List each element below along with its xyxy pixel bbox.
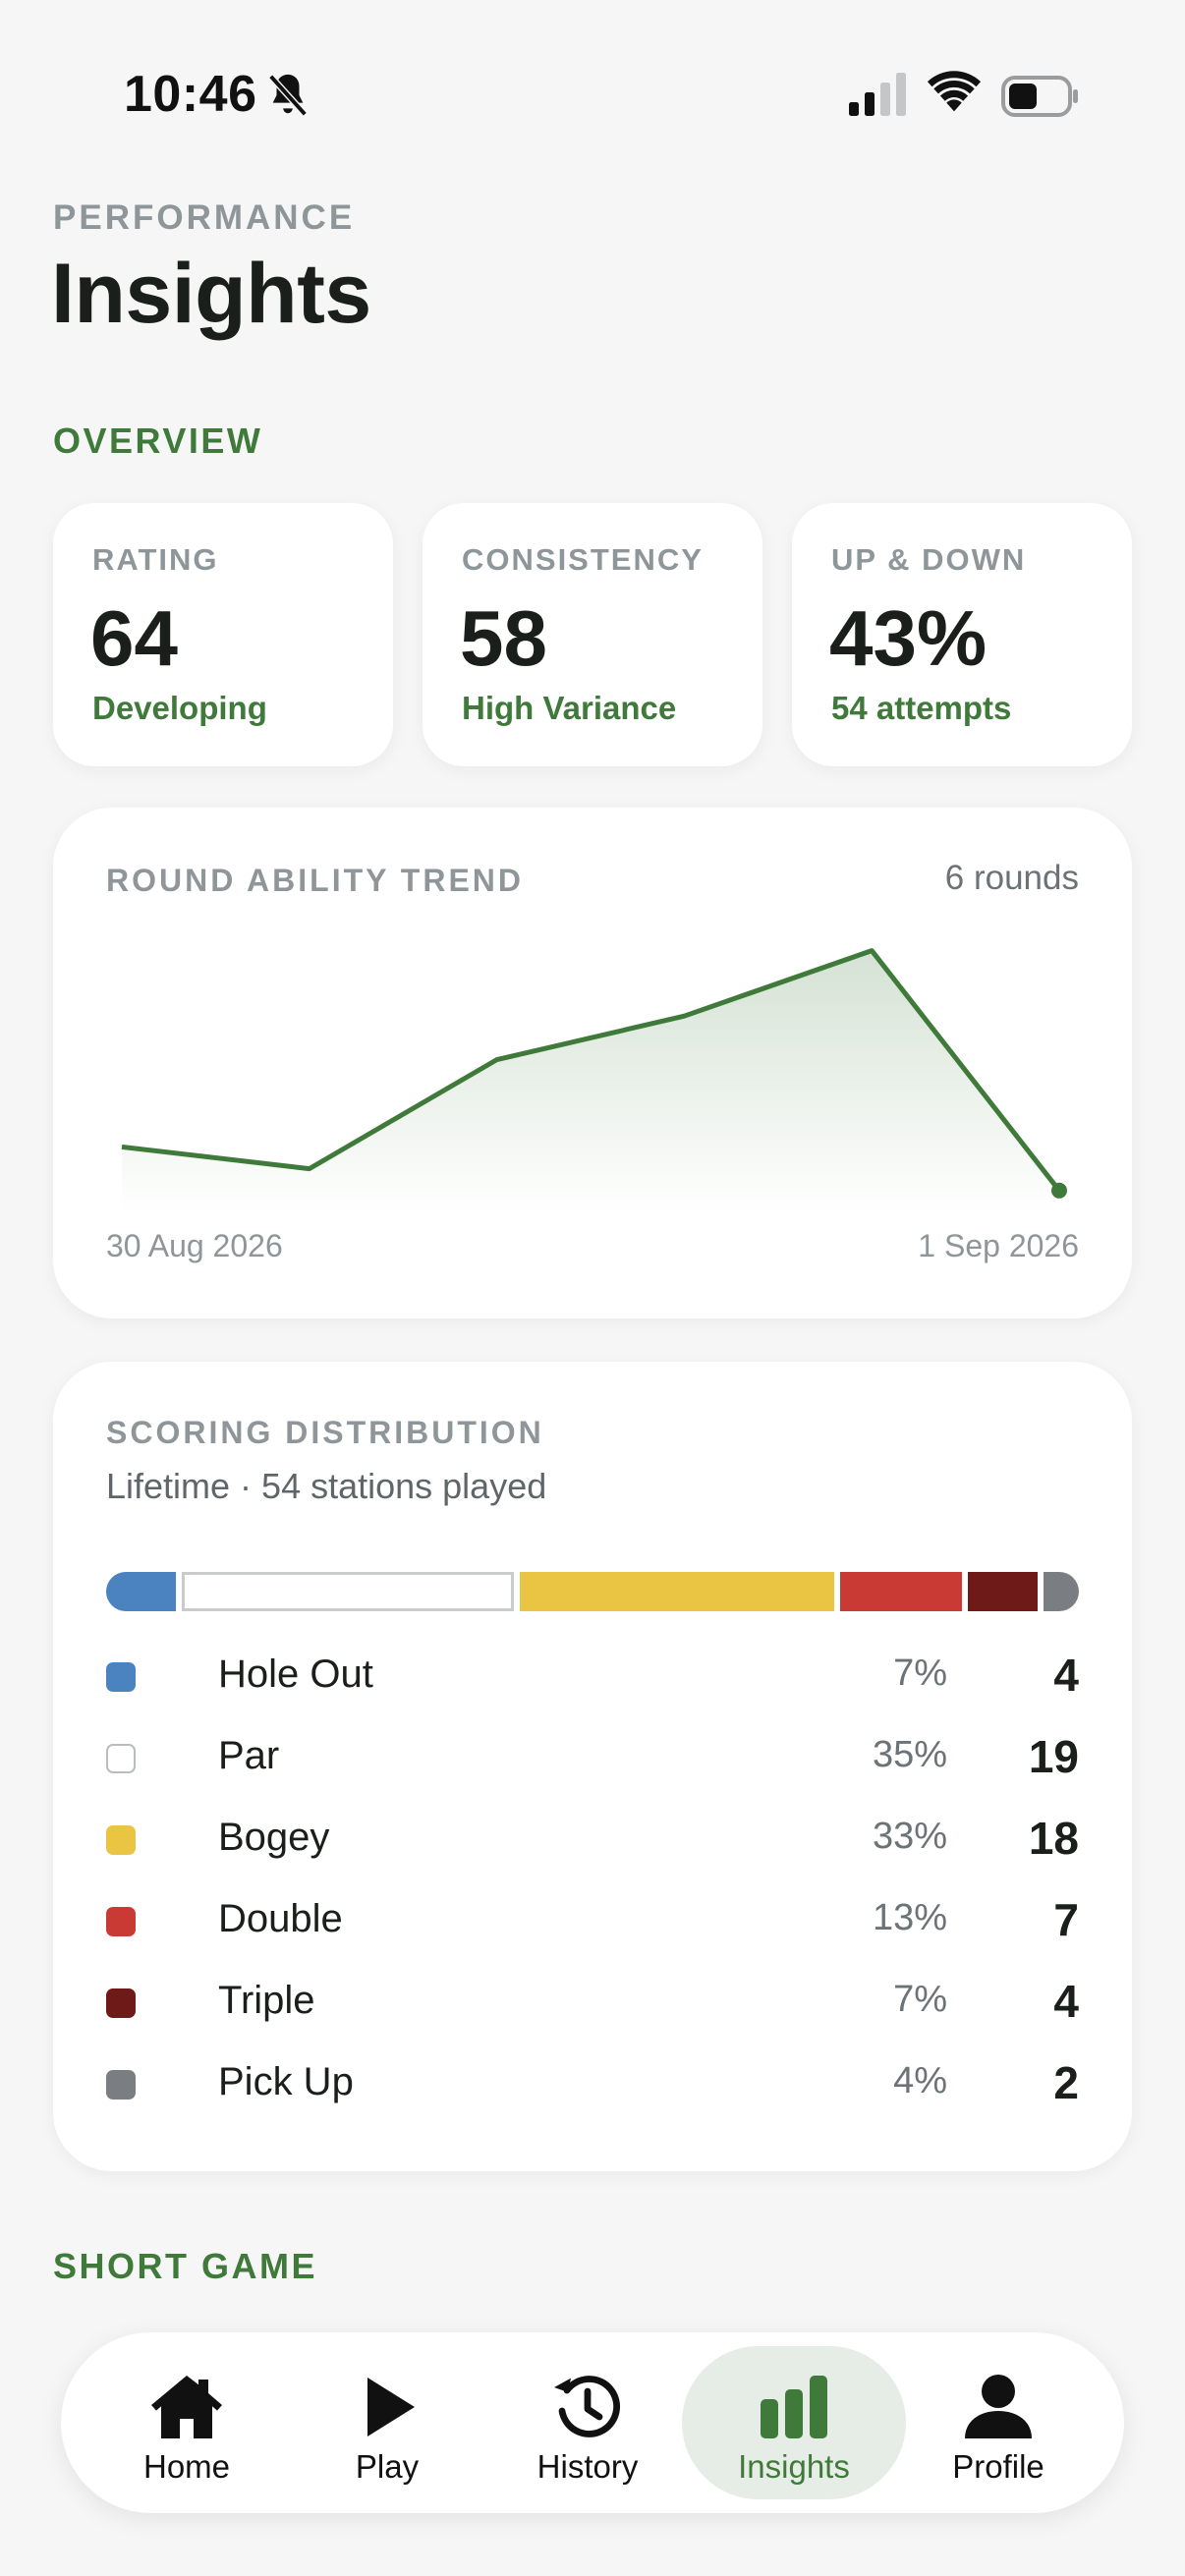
tab-home[interactable]: Home xyxy=(75,2346,299,2499)
history-icon xyxy=(554,2376,621,2437)
stat-label: RATING xyxy=(92,542,219,577)
scoring-distribution-card[interactable]: SCORING DISTRIBUTION Lifetime · 54 stati… xyxy=(53,1362,1132,2171)
legend-count: 2 xyxy=(1053,2057,1079,2108)
legend-percent: 13% xyxy=(872,1897,947,1938)
tab-label: Profile xyxy=(952,2448,1044,2485)
person-icon xyxy=(965,2375,1032,2438)
stat-label: UP & DOWN xyxy=(831,542,1027,577)
legend-percent: 33% xyxy=(872,1816,947,1857)
legend-name: Hole Out xyxy=(218,1652,373,1696)
legend-swatch xyxy=(106,2070,136,2100)
legend-swatch xyxy=(106,1907,136,1936)
tab-label: Play xyxy=(355,2448,420,2485)
trend-area xyxy=(122,950,1059,1212)
legend-count: 4 xyxy=(1053,1650,1079,1701)
legend-percent: 7% xyxy=(893,1979,947,2020)
legend-percent: 35% xyxy=(872,1734,947,1775)
distribution-segment-pick-up xyxy=(1044,1572,1079,1611)
stat-sub: Developing xyxy=(92,690,267,726)
legend-name: Bogey xyxy=(218,1816,330,1859)
legend-row-bogey: Bogey 33% 18 xyxy=(106,1810,1079,1869)
stat-card-rating[interactable]: RATING 64 Developing xyxy=(53,503,393,766)
trend-title: ROUND ABILITY TREND xyxy=(106,863,524,898)
trend-point xyxy=(1051,1182,1067,1199)
legend-name: Double xyxy=(218,1897,343,1940)
legend-row-double: Double 13% 7 xyxy=(106,1891,1079,1950)
stat-card-up-and-down[interactable]: UP & DOWN 43% 54 attempts xyxy=(792,503,1132,766)
trend-line xyxy=(121,948,1061,1193)
legend-count: 7 xyxy=(1053,1894,1079,1945)
status-bar: 10:46 xyxy=(0,0,1185,196)
legend-count: 19 xyxy=(1028,1731,1079,1782)
legend-row-pick-up: Pick Up 4% 2 xyxy=(106,2054,1079,2113)
section-short-game-label: SHORT GAME xyxy=(53,2246,318,2286)
distribution-segment-par xyxy=(182,1572,514,1611)
tab-profile[interactable]: Profile xyxy=(886,2346,1110,2499)
legend-swatch xyxy=(106,1744,136,1773)
trend-end-date: 1 Sep 2026 xyxy=(918,1228,1079,1263)
stat-card-consistency[interactable]: CONSISTENCY 58 High Variance xyxy=(423,503,762,766)
stat-value: 64 xyxy=(90,594,178,682)
tab-label: Insights xyxy=(738,2448,850,2485)
stat-sub: High Variance xyxy=(462,690,677,726)
legend-name: Triple xyxy=(218,1979,315,2022)
battery-icon xyxy=(1001,76,1078,117)
legend-percent: 4% xyxy=(893,2060,947,2101)
legend-row-par: Par 35% 19 xyxy=(106,1728,1079,1787)
bar-chart-icon xyxy=(761,2376,827,2438)
house-icon xyxy=(151,2376,222,2438)
distribution-subtitle: Lifetime · 54 stations played xyxy=(106,1466,547,1506)
legend-swatch xyxy=(106,1825,136,1855)
tab-label: Home xyxy=(142,2448,231,2485)
legend-swatch xyxy=(106,1988,136,2018)
stat-sub: 54 attempts xyxy=(831,690,1012,726)
wifi-icon xyxy=(927,71,982,112)
trend-chart xyxy=(121,948,1067,1212)
distribution-stacked-bar xyxy=(106,1572,1079,1611)
tab-label: History xyxy=(536,2448,639,2485)
tab-play[interactable]: Play xyxy=(275,2346,499,2499)
round-ability-trend-card[interactable]: ROUND ABILITY TREND 6 rounds 30 Aug 2026… xyxy=(53,808,1132,1318)
stat-value: 43% xyxy=(829,594,988,682)
bottom-tab-bar: Home Play History Insights Profile xyxy=(61,2332,1124,2513)
cellular-signal-icon xyxy=(849,73,906,116)
legend-count: 18 xyxy=(1028,1813,1079,1864)
tab-history[interactable]: History xyxy=(476,2346,700,2499)
distribution-segment-hole-out xyxy=(106,1572,177,1611)
legend-swatch xyxy=(106,1662,136,1692)
legend-row-hole-out: Hole Out 7% 4 xyxy=(106,1647,1079,1706)
bell-off-icon xyxy=(268,74,308,117)
legend-row-triple: Triple 7% 4 xyxy=(106,1973,1079,2032)
legend-name: Par xyxy=(218,1734,280,1777)
play-icon xyxy=(367,2378,415,2436)
legend-count: 4 xyxy=(1053,1976,1079,2027)
tab-insights[interactable]: Insights xyxy=(682,2346,906,2499)
status-time: 10:46 xyxy=(124,66,257,123)
legend-percent: 7% xyxy=(893,1652,947,1694)
stat-label: CONSISTENCY xyxy=(462,542,704,577)
distribution-segment-triple xyxy=(968,1572,1039,1611)
trend-start-date: 30 Aug 2026 xyxy=(106,1228,283,1263)
section-overview-label: OVERVIEW xyxy=(53,420,263,461)
stat-value: 58 xyxy=(460,594,547,682)
page-eyebrow: PERFORMANCE xyxy=(53,198,356,237)
page-title: Insights xyxy=(51,247,371,341)
distribution-title: SCORING DISTRIBUTION xyxy=(106,1415,544,1450)
distribution-segment-double xyxy=(839,1572,963,1611)
trend-round-count: 6 rounds xyxy=(944,859,1079,897)
distribution-segment-bogey xyxy=(519,1572,834,1611)
legend-name: Pick Up xyxy=(218,2060,354,2103)
